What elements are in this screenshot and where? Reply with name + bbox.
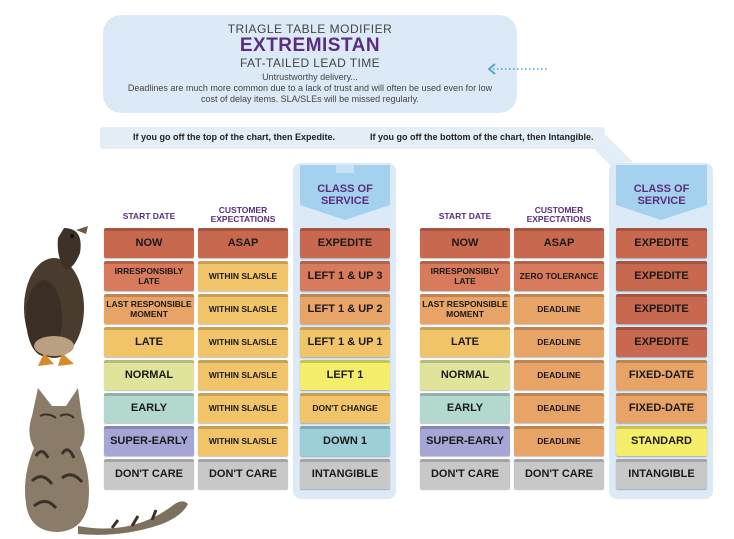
start-date-cell-left: NORMAL (104, 360, 194, 390)
expectation-cell-right: DEADLINE (514, 360, 604, 390)
class-of-service-cell-left: DOWN 1 (300, 426, 390, 456)
guidance-bottom-text: If you go off the bottom of the chart, t… (370, 132, 594, 142)
class-of-service-heading-right: CLASS OF SERVICE (633, 183, 690, 207)
expectation-cell-left: WITHIN SLA/SLE (198, 426, 288, 456)
class-of-service-cell-right: STANDARD (616, 426, 707, 456)
start-date-cell-right: SUPER-EARLY (420, 426, 510, 456)
expectation-cell-left: WITHIN SLA/SLE (198, 393, 288, 423)
header-subtitle: FAT-TAILED LEAD TIME (239, 56, 381, 70)
class-of-service-cell-right: EXPEDITE (616, 327, 707, 357)
dotted-arrow-left-icon (487, 63, 547, 75)
expectation-cell-right: ZERO TOLERANCE (514, 261, 604, 291)
class-of-service-heading-left: CLASS OF SERVICE (317, 183, 373, 207)
expectation-cell-right: DEADLINE (514, 393, 604, 423)
class-of-service-cell-right: FIXED-DATE (616, 393, 707, 423)
expectation-cell-right: ASAP (514, 228, 604, 258)
class-of-service-cell-left: EXPEDITE (300, 228, 390, 258)
start-date-cell-right: LATE (420, 327, 510, 357)
start-date-heading-left: START DATE (122, 211, 176, 221)
class-of-service-cell-left: DON'T CHANGE (300, 393, 390, 423)
start-date-heading-right: START DATE (438, 211, 492, 221)
start-date-cell-right: EARLY (420, 393, 510, 423)
header-description-1: Untrustworthy delivery... (262, 72, 358, 82)
class-of-service-cell-left: INTANGIBLE (300, 459, 390, 489)
start-date-cell-left: DON'T CARE (104, 459, 194, 489)
cat-image (25, 388, 188, 535)
expectation-cell-right: DEADLINE (514, 426, 604, 456)
class-of-service-cell-left: LEFT 1 & UP 1 (300, 327, 390, 357)
class-of-service-badge-left (300, 165, 390, 220)
expectation-cell-right: DEADLINE (514, 327, 604, 357)
header-supertitle: TRIAGLE TABLE MODIFIER (227, 22, 393, 36)
expectation-cell-left: DON'T CARE (198, 459, 288, 489)
class-of-service-cell-right: INTANGIBLE (616, 459, 707, 489)
header-card: TRIAGLE TABLE MODIFIER EXTREMISTAN FAT-T… (103, 15, 517, 113)
header-title: EXTREMISTAN (239, 35, 381, 56)
expectation-cell-right: DEADLINE (514, 294, 604, 324)
expectation-cell-left: WITHIN SLA/SLE (198, 360, 288, 390)
start-date-cell-left: IRRESPONSIBLY LATE (104, 261, 194, 291)
guidance-strip (100, 127, 605, 149)
start-date-cell-left: NOW (104, 228, 194, 258)
start-date-cell-left: SUPER-EARLY (104, 426, 194, 456)
expectation-cell-right: DON'T CARE (514, 459, 604, 489)
customer-expectations-heading-right: CUSTOMER EXPECTATIONS (526, 205, 592, 224)
duck-image (24, 226, 88, 366)
class-of-service-cell-right: EXPEDITE (616, 228, 707, 258)
class-of-service-cell-right: EXPEDITE (616, 294, 707, 324)
start-date-cell-left: LAST RESPONSIBLE MOMENT (104, 294, 194, 324)
start-date-cell-left: LATE (104, 327, 194, 357)
start-date-cell-right: DON'T CARE (420, 459, 510, 489)
class-of-service-cell-left: LEFT 1 & UP 2 (300, 294, 390, 324)
start-date-cell-right: NORMAL (420, 360, 510, 390)
start-date-cell-left: EARLY (104, 393, 194, 423)
start-date-cell-right: IRRESPONSIBLY LATE (420, 261, 510, 291)
class-of-service-cell-right: FIXED-DATE (616, 360, 707, 390)
class-of-service-cell-left: LEFT 1 (300, 360, 390, 390)
start-date-cell-right: LAST RESPONSIBLE MOMENT (420, 294, 510, 324)
expectation-cell-left: WITHIN SLA/SLE (198, 327, 288, 357)
customer-expectations-heading-left: CUSTOMER EXPECTATIONS (210, 205, 276, 224)
expectation-cell-left: ASAP (198, 228, 288, 258)
expectation-cell-left: WITHIN SLA/SLE (198, 294, 288, 324)
expectation-cell-left: WITHIN SLA/SLE (198, 261, 288, 291)
header-description-2: Deadlines are much more common due to a … (127, 83, 493, 104)
class-of-service-cell-left: LEFT 1 & UP 3 (300, 261, 390, 291)
guidance-top-text: If you go off the top of the chart, then… (133, 132, 335, 142)
start-date-cell-right: NOW (420, 228, 510, 258)
class-of-service-badge-right (616, 165, 707, 220)
class-of-service-cell-right: EXPEDITE (616, 261, 707, 291)
